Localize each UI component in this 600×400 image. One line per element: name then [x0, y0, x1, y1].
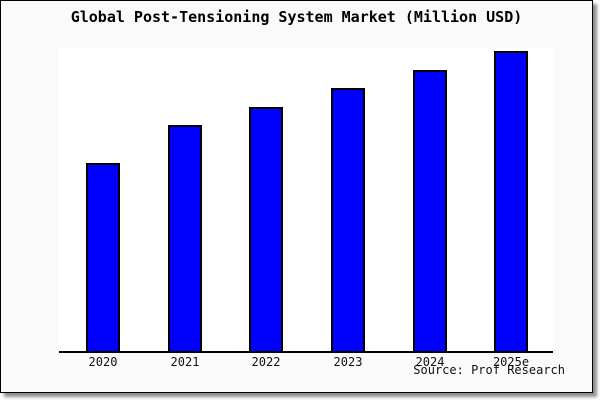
plot-area	[59, 48, 553, 353]
chart-title: Global Post-Tensioning System Market (Mi…	[70, 8, 523, 26]
chart-frame: Global Post-Tensioning System Market (Mi…	[0, 0, 593, 393]
bar-2021	[168, 125, 202, 351]
bar-2023	[331, 88, 365, 351]
bar-2025e	[494, 51, 528, 351]
x-axis-label-2025e: 2025e	[492, 355, 530, 369]
x-axis-label-2024: 2024	[415, 355, 445, 369]
x-axis-label-2022: 2022	[251, 355, 281, 369]
bar-2022	[249, 107, 283, 351]
x-axis-label-2021: 2021	[170, 355, 200, 369]
x-axis-label-2020: 2020	[88, 355, 118, 369]
bar-2024	[413, 70, 447, 351]
bar-2020	[86, 163, 120, 351]
source-label: Source: Prof Research	[413, 363, 565, 377]
x-axis-label-2023: 2023	[333, 355, 363, 369]
